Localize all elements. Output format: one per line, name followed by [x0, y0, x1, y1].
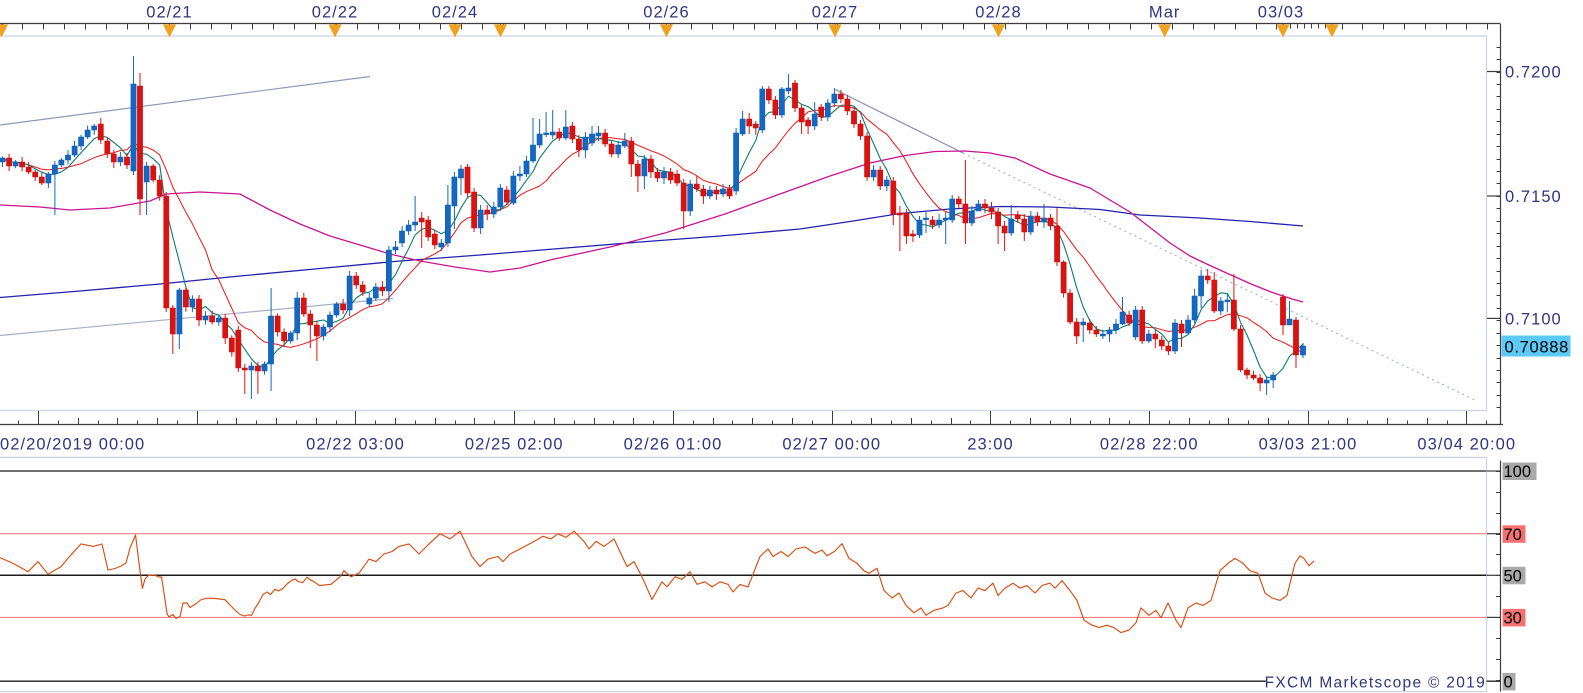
- svg-text:100: 100: [1504, 463, 1532, 481]
- svg-text:02/26 01:00: 02/26 01:00: [624, 436, 723, 454]
- svg-text:Mar: Mar: [1149, 4, 1181, 22]
- svg-text:02/27: 02/27: [812, 4, 859, 22]
- svg-text:02/26: 02/26: [643, 4, 690, 22]
- svg-text:FXCM Marketscope © 2019: FXCM Marketscope © 2019: [1265, 675, 1486, 692]
- svg-text:50: 50: [1504, 567, 1522, 585]
- svg-text:70: 70: [1504, 526, 1522, 544]
- svg-text:02/28: 02/28: [975, 4, 1022, 22]
- svg-text:0.7200: 0.7200: [1505, 64, 1562, 82]
- svg-text:0.70888: 0.70888: [1505, 339, 1570, 357]
- svg-text:0.7150: 0.7150: [1505, 188, 1562, 206]
- svg-text:02/27 00:00: 02/27 00:00: [782, 436, 881, 454]
- svg-text:0: 0: [1504, 673, 1513, 691]
- svg-text:02/22 03:00: 02/22 03:00: [306, 436, 405, 454]
- svg-text:02/28 22:00: 02/28 22:00: [1100, 436, 1199, 454]
- svg-text:02/24: 02/24: [432, 4, 479, 22]
- svg-text:02/20/2019 00:00: 02/20/2019 00:00: [0, 436, 145, 454]
- svg-text:02/22: 02/22: [312, 4, 359, 22]
- svg-text:02/21: 02/21: [146, 4, 193, 22]
- svg-text:23:00: 23:00: [967, 436, 1014, 454]
- svg-text:03/03 21:00: 03/03 21:00: [1259, 436, 1358, 454]
- svg-text:30: 30: [1504, 609, 1522, 627]
- svg-text:02/25 02:00: 02/25 02:00: [465, 436, 564, 454]
- svg-text:03/03: 03/03: [1258, 4, 1305, 22]
- svg-text:03/04 20:00: 03/04 20:00: [1417, 436, 1516, 454]
- svg-text:0.7100: 0.7100: [1505, 310, 1562, 328]
